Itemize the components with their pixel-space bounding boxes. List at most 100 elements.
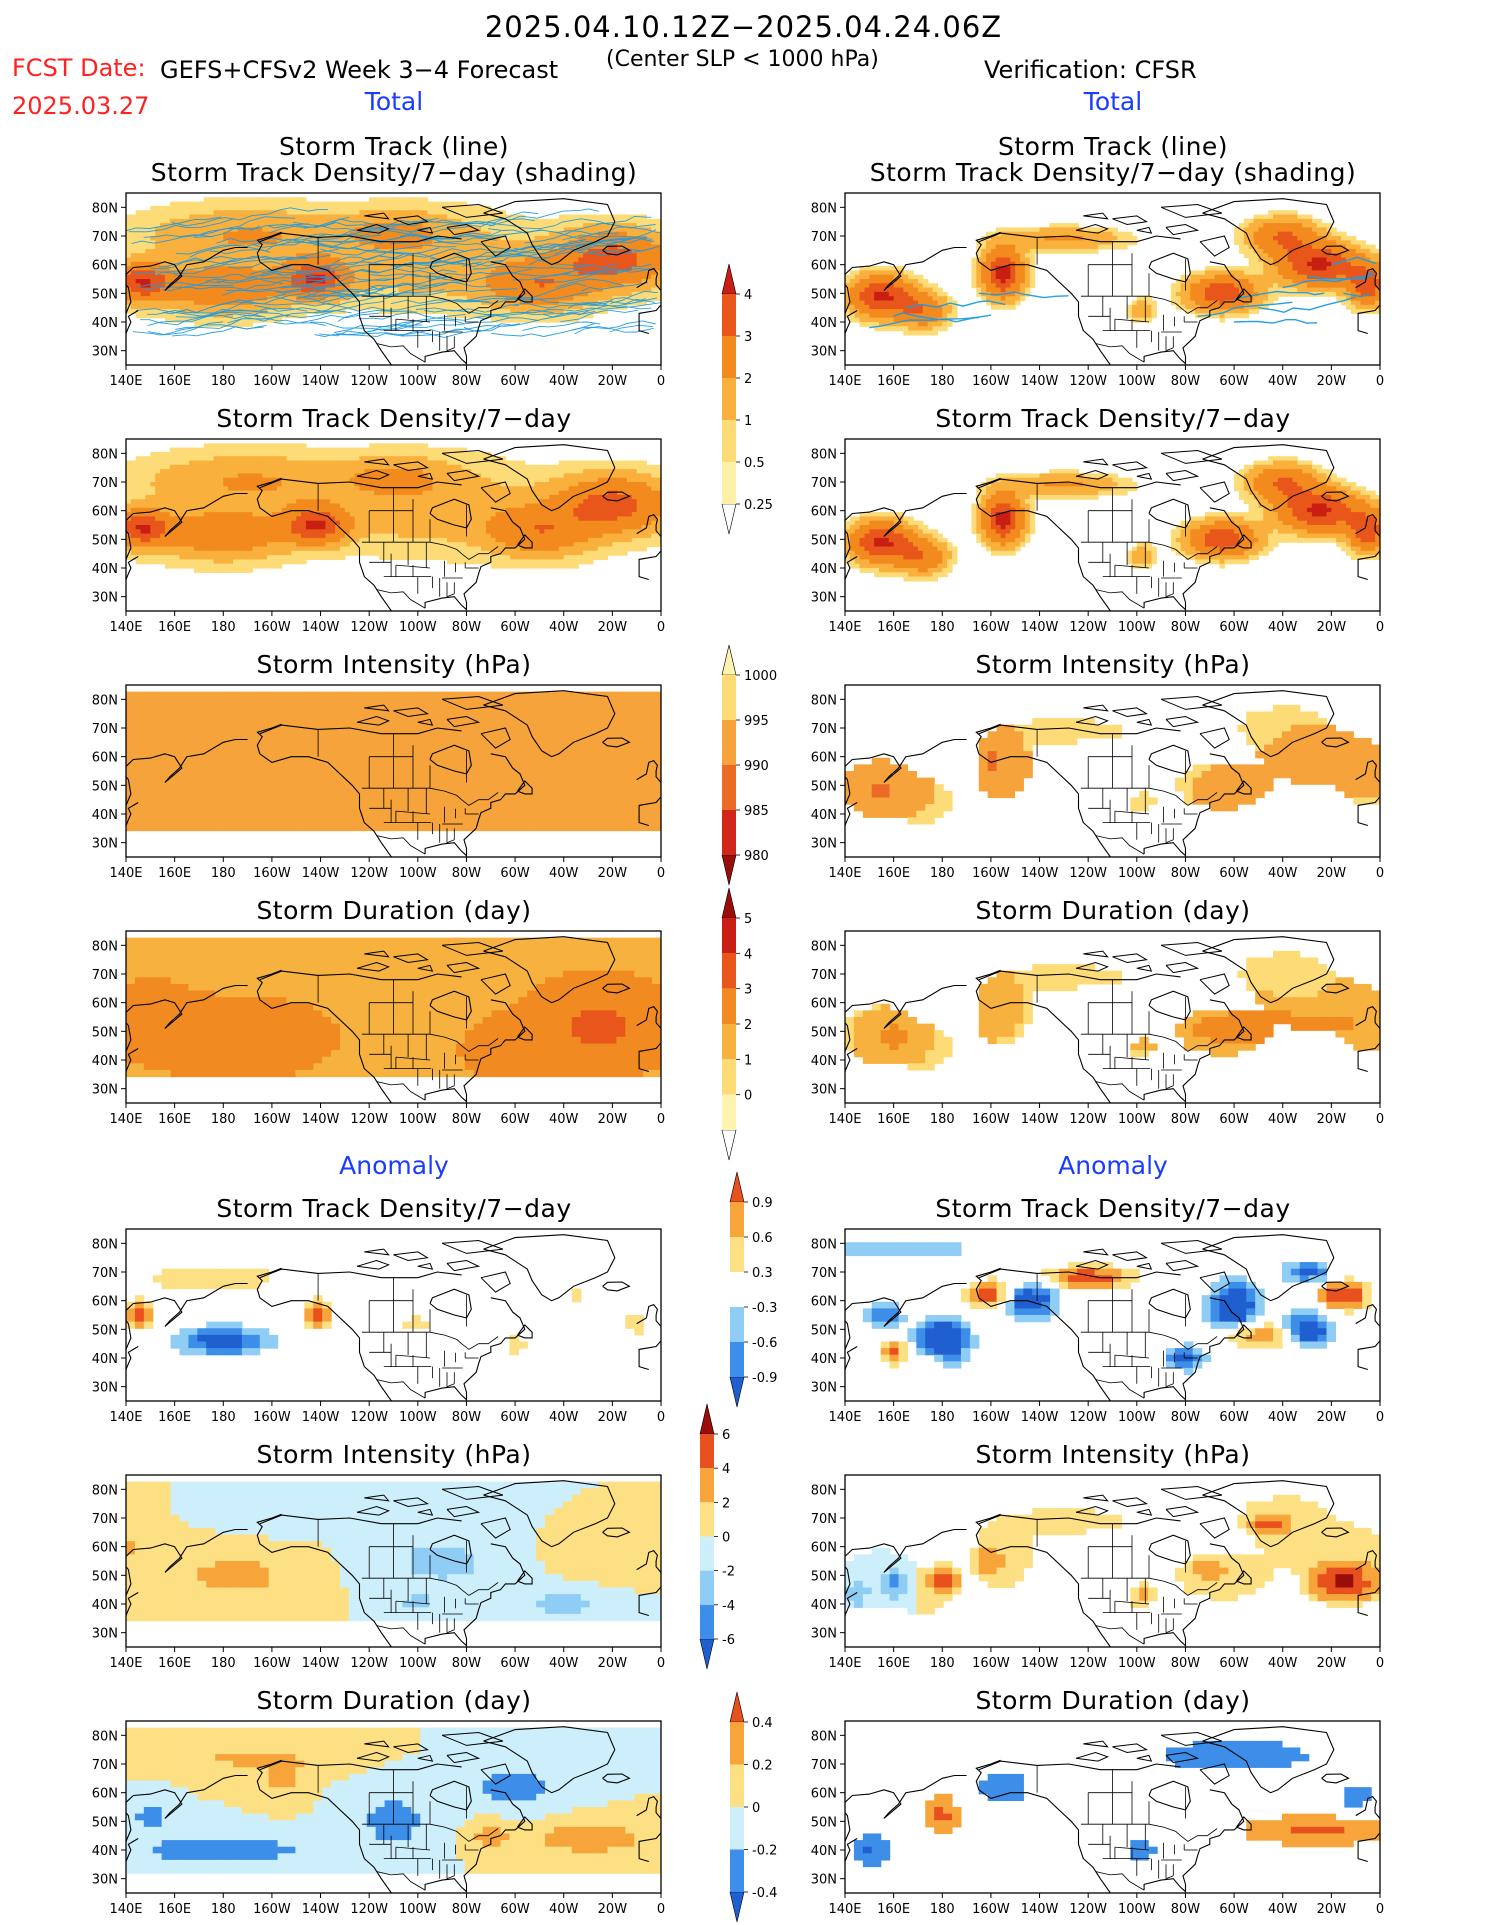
heatmap-cell — [135, 300, 142, 306]
heatmap-cell — [233, 279, 239, 284]
heatmap-cell — [592, 266, 599, 271]
heatmap-cell — [383, 283, 390, 289]
heatmap-cell — [641, 296, 648, 302]
heatmap-cell — [145, 482, 151, 487]
heatmap-cell — [1243, 304, 1250, 310]
heatmap-cell — [927, 304, 934, 310]
heatmap-cell — [427, 309, 434, 314]
heatmap-cell — [427, 248, 434, 254]
heatmap-cell — [194, 218, 200, 224]
heatmap-cell — [1375, 296, 1380, 302]
heatmap-cell — [646, 227, 652, 233]
heatmap-cell — [879, 274, 885, 280]
heatmap-cell — [135, 309, 142, 314]
heatmap-cell — [626, 270, 633, 276]
heatmap-cell — [622, 227, 628, 233]
heatmap-cell — [437, 223, 443, 228]
heatmap-cell — [1000, 283, 1007, 289]
heatmap-cell — [1345, 244, 1352, 250]
storm-track-line — [173, 271, 283, 279]
heatmap-cell — [247, 227, 254, 233]
heatmap-cell — [194, 520, 200, 526]
heatmap-cell — [849, 309, 856, 314]
heatmap-cell — [174, 507, 181, 513]
heatmap-cell — [466, 261, 472, 267]
heatmap-cell — [524, 257, 531, 263]
heatmap-cell — [408, 248, 414, 254]
heatmap-cell — [1302, 223, 1308, 228]
heatmap-cell — [135, 214, 142, 220]
heatmap-cell — [893, 266, 900, 271]
heatmap-cell — [1273, 210, 1279, 216]
heatmap-cell — [374, 257, 380, 263]
heatmap-cell — [164, 296, 171, 302]
heatmap-cell — [893, 291, 900, 297]
heatmap-cell — [495, 236, 502, 241]
heatmap-cell — [286, 304, 292, 310]
storm-track-line — [260, 300, 385, 320]
heatmap-cell — [179, 520, 185, 526]
heatmap-cell — [340, 248, 346, 254]
heatmap-cell — [184, 201, 190, 207]
heatmap-cell — [641, 253, 648, 259]
heatmap-cell — [602, 287, 609, 293]
heatmap-cell — [194, 460, 200, 466]
heatmap-cell — [330, 261, 336, 267]
heatmap-cell — [150, 205, 156, 211]
heatmap-cell — [223, 322, 229, 327]
heatmap-cell — [544, 317, 550, 323]
heatmap-cell — [990, 257, 997, 263]
heatmap-cell — [461, 266, 468, 271]
heatmap-cell — [641, 279, 648, 284]
heatmap-cell — [291, 223, 297, 228]
heatmap-cell — [135, 257, 142, 263]
heatmap-cell — [388, 236, 395, 241]
heatmap-cell — [631, 240, 638, 246]
heatmap-cell — [150, 555, 156, 560]
heatmap-cell — [437, 261, 443, 267]
heatmap-cell — [456, 296, 463, 302]
heatmap-cell — [189, 240, 195, 246]
heatmap-cell — [1214, 291, 1221, 297]
heatmap-cell — [1083, 227, 1089, 233]
heatmap-cell — [1248, 253, 1255, 259]
heatmap-cell — [1088, 248, 1094, 254]
heatmap-cell — [189, 477, 195, 483]
heatmap-cell — [1117, 244, 1123, 250]
heatmap-cell — [451, 296, 458, 302]
heatmap-cell — [515, 279, 521, 284]
heatmap-cell — [408, 201, 414, 207]
lon-tick-label: 100W — [399, 374, 437, 389]
heatmap-cell — [155, 270, 161, 276]
heatmap-cell — [354, 300, 361, 306]
heatmap-cell — [651, 236, 657, 241]
heatmap-cell — [588, 270, 594, 276]
heatmap-cell — [1010, 266, 1016, 271]
heatmap-cell — [583, 287, 589, 293]
heatmap-cell — [335, 223, 341, 228]
heatmap-cell — [1253, 214, 1260, 220]
heatmap-cell — [189, 261, 195, 267]
heatmap-cell — [354, 266, 361, 271]
heatmap-cell — [869, 309, 875, 314]
heatmap-cell — [310, 309, 317, 314]
heatmap-cell — [252, 309, 258, 314]
heatmap-cell — [505, 227, 511, 233]
heatmap-cell — [1024, 261, 1031, 267]
heatmap-cell — [490, 279, 497, 284]
heatmap-cell — [213, 279, 220, 284]
heatmap-cell — [130, 287, 137, 293]
heatmap-cell — [213, 236, 220, 241]
storm-track-line — [512, 268, 654, 281]
heatmap-cell — [189, 546, 195, 552]
heatmap-cell — [456, 210, 463, 216]
heatmap-cell — [932, 283, 939, 289]
heatmap-cell — [340, 214, 346, 220]
storm-track-line — [228, 261, 292, 269]
heatmap-cell — [378, 270, 385, 276]
heatmap-cell — [160, 304, 166, 310]
heatmap-cell — [476, 270, 482, 276]
heatmap-cell — [1292, 287, 1298, 293]
heatmap-cell — [305, 261, 312, 267]
heatmap-cell — [578, 240, 584, 246]
